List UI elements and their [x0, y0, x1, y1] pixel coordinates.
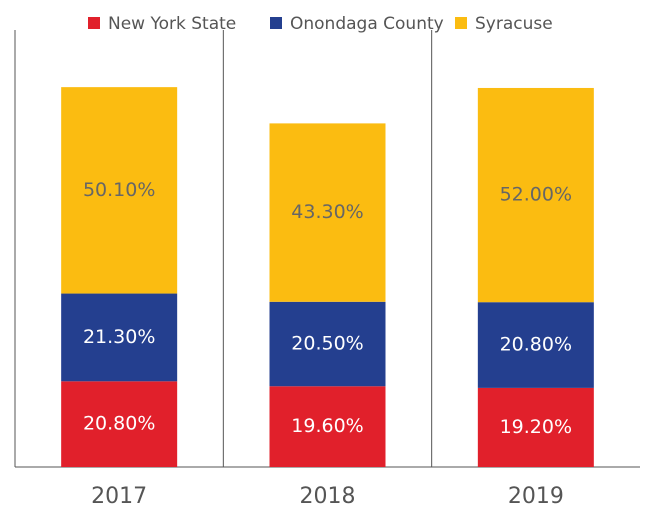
value-label: 52.00% — [500, 184, 572, 206]
value-label: 19.60% — [291, 415, 363, 437]
bar-segment — [61, 381, 178, 467]
legend-swatch — [270, 17, 282, 29]
bar-segment — [477, 87, 594, 303]
legend-label: Syracuse — [475, 14, 553, 34]
legend-swatch — [88, 17, 100, 29]
legend-label: Onondaga County — [290, 14, 444, 34]
value-label: 43.30% — [291, 201, 363, 223]
bar-segment — [269, 386, 386, 467]
legend-swatch — [455, 17, 467, 29]
value-label: 19.20% — [500, 416, 572, 438]
bar-segment — [269, 301, 386, 387]
value-label: 20.80% — [83, 413, 155, 435]
value-label: 50.10% — [83, 179, 155, 201]
bar-segment — [269, 123, 386, 302]
value-label: 20.80% — [500, 334, 572, 356]
x-tick-label: 2019 — [508, 484, 564, 508]
value-label: 20.50% — [291, 333, 363, 355]
bar-segment — [477, 302, 594, 388]
x-tick-label: 2017 — [91, 484, 147, 508]
legend-label: New York State — [108, 14, 236, 34]
bar-segment — [61, 87, 178, 294]
bar-segment — [477, 387, 594, 467]
bar-segment — [61, 293, 178, 382]
x-tick-label: 2018 — [300, 484, 356, 508]
value-label: 21.30% — [83, 326, 155, 348]
